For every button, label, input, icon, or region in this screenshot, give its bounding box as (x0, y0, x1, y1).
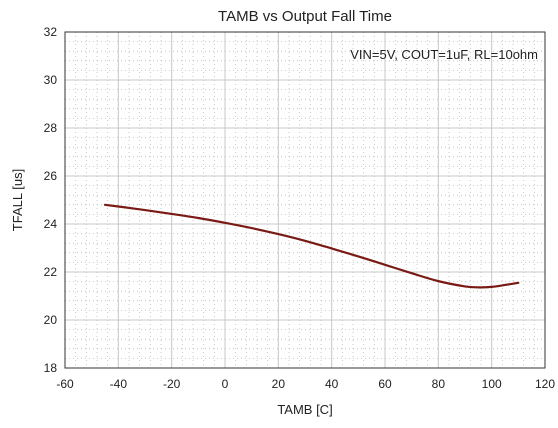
x-axis-label: TAMB [C] (277, 402, 332, 417)
x-tick-label: 100 (482, 377, 502, 391)
x-tick-label: -20 (163, 377, 181, 391)
x-tick-label: 80 (432, 377, 446, 391)
x-tick-label: -60 (56, 377, 74, 391)
plot-area (65, 32, 545, 368)
x-tick-label: 0 (222, 377, 229, 391)
x-tick-label: 40 (325, 377, 339, 391)
y-axis-label: TFALL [us] (10, 169, 25, 231)
x-tick-label: 60 (378, 377, 392, 391)
y-tick-label: 32 (44, 25, 58, 39)
y-tick-label: 20 (44, 313, 58, 327)
y-tick-label: 18 (44, 361, 58, 375)
y-tick-label: 30 (44, 73, 58, 87)
x-tick-label: 120 (535, 377, 555, 391)
x-tick-label: 20 (272, 377, 286, 391)
x-tick-labels: -60 -40 -20 0 20 40 60 80 100 120 (56, 377, 555, 391)
y-tick-label: 28 (44, 121, 58, 135)
y-tick-labels: 18 20 22 24 26 28 30 32 (44, 25, 58, 375)
chart-annotation: VIN=5V, COUT=1uF, RL=10ohm (350, 47, 538, 62)
y-tick-label: 22 (44, 265, 58, 279)
minor-grid (65, 32, 545, 368)
x-tick-label: -40 (110, 377, 128, 391)
plot-frame (64, 31, 546, 369)
series-line (103, 203, 520, 289)
series-layer (103, 203, 520, 289)
chart-title: TAMB vs Output Fall Time (218, 8, 392, 25)
y-tick-label: 24 (44, 217, 58, 231)
y-tick-label: 26 (44, 169, 58, 183)
